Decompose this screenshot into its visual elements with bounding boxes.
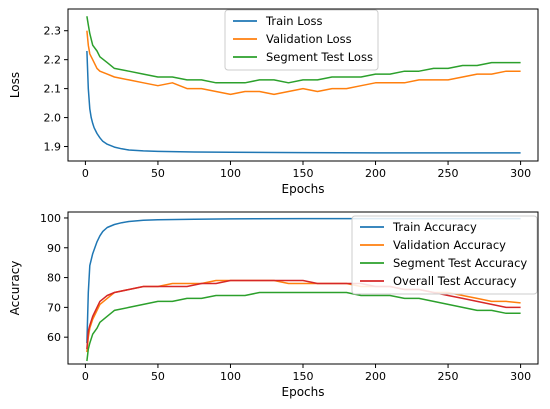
x-tick-label: 100 [220, 370, 241, 383]
legend-entry-label: Segment Test Loss [266, 50, 373, 64]
x-tick-label: 300 [510, 167, 531, 180]
x-tick-label: 300 [510, 370, 531, 383]
legend-entry-label: Overall Test Accuracy [393, 274, 517, 288]
legend-entry-label: Validation Loss [266, 32, 352, 46]
x-tick-label: 250 [438, 167, 459, 180]
series-line-1-0 [86, 217, 521, 344]
loss-panel: 0 50 100 150 200 250 300 1.9 2.0 2.1 2.2 2.3 Epochs L… [8, 8, 539, 196]
x-tick-label: 0 [82, 167, 89, 180]
y-tick-label: 100 [40, 212, 61, 225]
x-axis-label: Epochs [282, 182, 325, 196]
series-line-0-1 [86, 30, 521, 96]
y-tick-label: 2.3 [44, 25, 62, 38]
y-tick-label: 2.0 [44, 112, 62, 125]
y-tick-label: 80 [47, 272, 61, 285]
x-axis-label: Epochs [282, 385, 325, 399]
legend-box [224, 9, 379, 71]
x-tick-label: 50 [151, 167, 165, 180]
series-line-0-2 [86, 16, 521, 84]
x-tick-label: 250 [438, 370, 459, 383]
x-tick-label: 50 [151, 370, 165, 383]
legend-entry-label: Train Accuracy [392, 220, 477, 234]
series-line-0-0 [86, 50, 521, 154]
y-tick-label: 90 [47, 242, 61, 255]
x-tick-label: 200 [365, 370, 386, 383]
accuracy-panel: 0 50 100 150 200 250 300 60 70 80 90 100 Epochs Accur… [8, 211, 539, 399]
y-tick-label: 70 [47, 301, 61, 314]
y-axis-label: Accuracy [8, 261, 22, 316]
x-tick-label: 150 [293, 167, 314, 180]
x-tick-label: 100 [220, 167, 241, 180]
series-line-1-2 [86, 291, 521, 362]
y-tick-label: 1.9 [44, 141, 62, 154]
y-tick-label: 2.1 [44, 83, 62, 96]
legend-entry-label: Validation Accuracy [393, 238, 506, 252]
legend-box [351, 215, 538, 295]
legend-entry-label: Train Loss [265, 14, 322, 28]
legend-entry-label: Segment Test Accuracy [393, 256, 527, 270]
x-tick-label: 0 [82, 370, 89, 383]
x-tick-label: 150 [293, 370, 314, 383]
y-tick-label: 60 [47, 331, 61, 344]
x-tick-label: 200 [365, 167, 386, 180]
y-axis-label: Loss [8, 72, 22, 98]
y-tick-label: 2.2 [44, 54, 62, 67]
